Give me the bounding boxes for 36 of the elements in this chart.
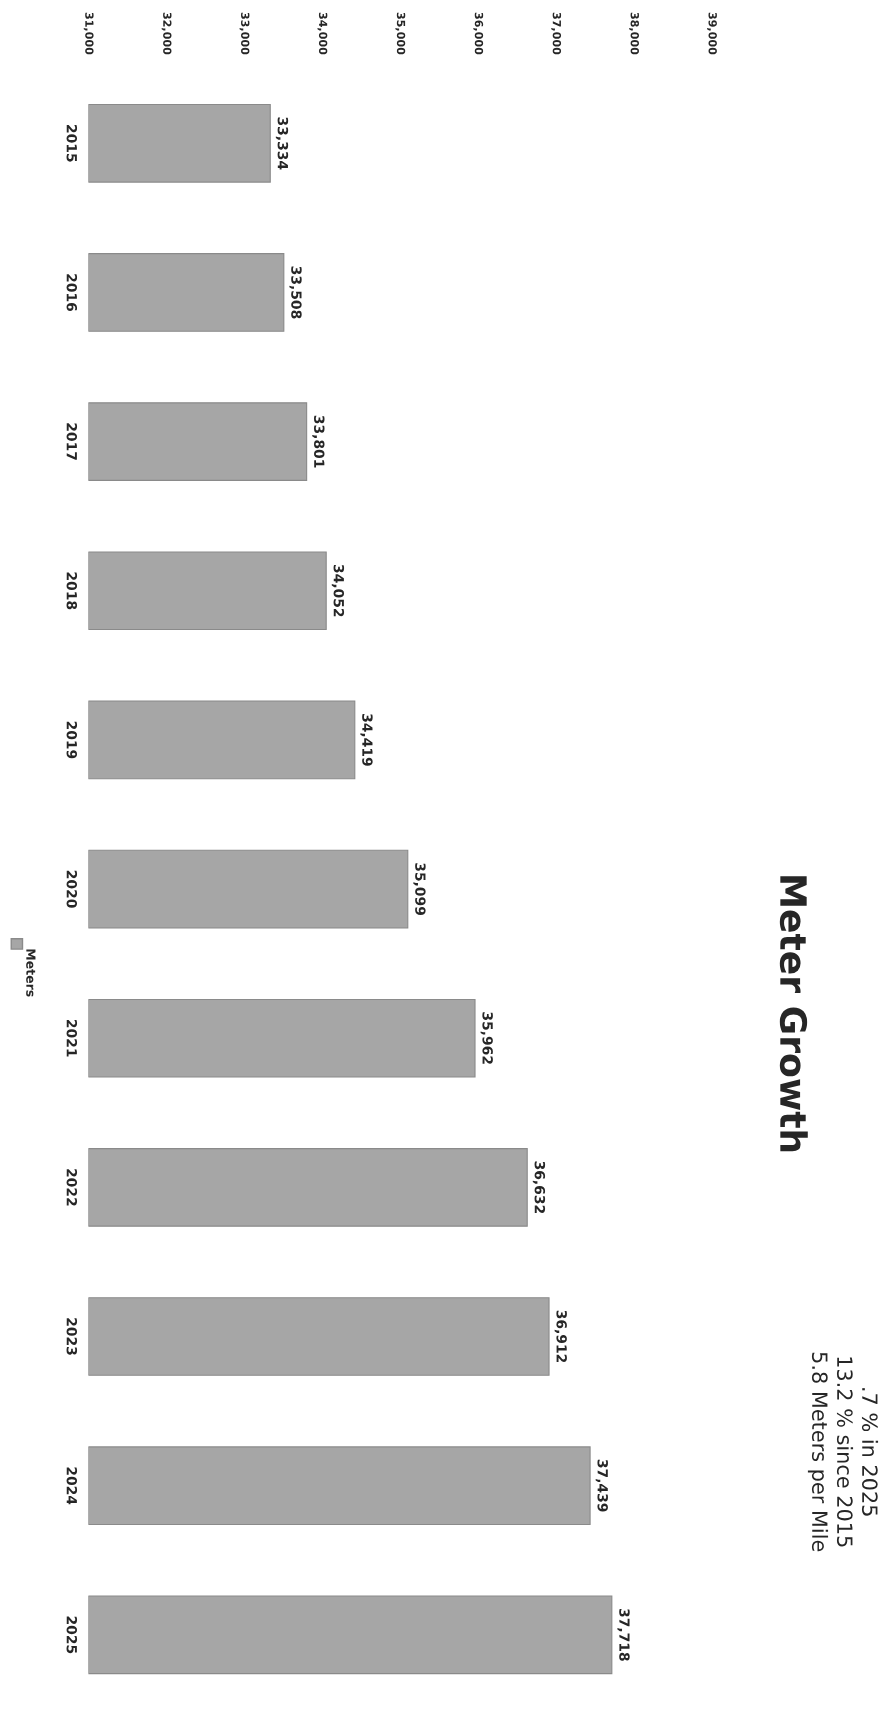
y-tick-label: 2016: [66, 274, 78, 312]
y-tick-label: 2019: [66, 721, 78, 759]
y-tick-label: 2020: [66, 870, 78, 908]
x-tick-label: 34,000: [317, 12, 328, 55]
text: 5.8 Meters per Mile: [807, 1352, 829, 1552]
y-tick-label: 2021: [66, 1019, 78, 1057]
text: 36,912: [554, 1310, 567, 1363]
text: 35,099: [413, 863, 426, 915]
text: Meter Growth: [779, 876, 808, 1152]
y-tick-label: 2024: [66, 1467, 78, 1505]
text: 13.2 % since 2015: [836, 1357, 854, 1547]
x-tick-label: 36,000: [473, 12, 484, 55]
text: 33,334: [275, 117, 289, 170]
text: 33,801: [312, 415, 325, 468]
y-tick-label: 2025: [66, 1616, 78, 1654]
y-tick-label: 2015: [66, 125, 78, 162]
y-tick-label: 2018: [66, 572, 78, 610]
x-tick-label: 35,000: [395, 12, 406, 55]
text: 35,962: [480, 1012, 493, 1064]
y-tick-label: 2022: [66, 1169, 78, 1206]
x-tick-label: 33,000: [239, 12, 250, 55]
text: 37,718: [617, 1608, 630, 1661]
x-tick-label: 39,000: [707, 12, 717, 55]
text: 37,439: [595, 1459, 608, 1512]
text: 34,052: [331, 564, 345, 617]
x-tick-label: 37,000: [551, 12, 562, 55]
text: 34,419: [360, 714, 373, 766]
text: 36,632: [532, 1161, 546, 1213]
text: 33,508: [289, 266, 302, 319]
legend-label: Meters: [26, 949, 36, 997]
y-tick-label: 2023: [66, 1318, 78, 1355]
x-tick-label: 32,000: [161, 12, 172, 55]
y-tick-label: 2017: [66, 423, 78, 460]
x-tick-label: 38,000: [629, 12, 639, 55]
text: .7 % in 2025: [861, 1388, 879, 1516]
x-tick-label: 31,000: [83, 12, 94, 55]
